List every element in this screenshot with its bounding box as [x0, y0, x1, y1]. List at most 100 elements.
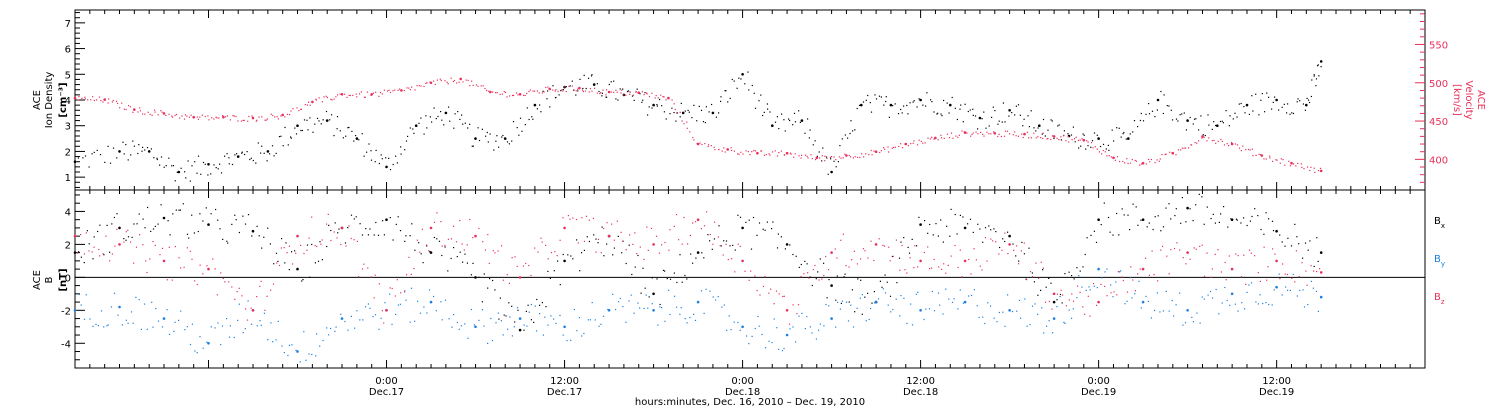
series-by-fill-dot	[868, 318, 870, 321]
series-bx-fill-dot	[1146, 226, 1148, 228]
top-series-fill-dot	[1289, 113, 1291, 115]
series-by-fill-dot	[951, 301, 954, 303]
series-bx-fill-dot	[235, 219, 237, 221]
top-series-fill-dot	[1219, 120, 1222, 123]
top-series-fill-dot	[1229, 115, 1231, 117]
series-bx-fill-dot	[570, 255, 572, 257]
series-by-fill-dot	[453, 314, 455, 316]
top-series-fill-dot	[196, 172, 198, 174]
series-bx-fill-dot	[489, 278, 491, 280]
series-by-fill-dot	[1110, 284, 1112, 286]
top-series-fill-dot	[1009, 133, 1011, 135]
top-series-fill-dot	[926, 92, 928, 94]
series-by-fill-dot	[839, 308, 841, 310]
series-bx-fill-dot	[762, 228, 764, 230]
top-series-fill-dot	[781, 113, 783, 115]
series-by-fill-dot	[1076, 297, 1078, 299]
series-bz-fill-dot	[737, 243, 739, 245]
top-series-fill-dot	[416, 85, 418, 87]
series-by-fill-dot	[130, 311, 133, 313]
series-by-point	[963, 300, 967, 304]
series-bz-fill-dot	[945, 272, 947, 274]
top-series-fill-dot	[197, 155, 200, 157]
top-series-fill-dot	[675, 120, 677, 122]
series-bz-fill-dot	[88, 250, 90, 252]
top-series-fill-dot	[561, 89, 563, 91]
series-by-fill-dot	[448, 318, 450, 320]
series-by-point	[162, 317, 166, 320]
top-series-fill-dot	[208, 119, 210, 121]
series-by-fill-dot	[1004, 325, 1006, 327]
top-series-fill-dot	[966, 132, 968, 134]
series-bx-fill-dot	[1073, 278, 1075, 280]
series-bx-fill-dot	[758, 222, 761, 224]
series-bz-fill-dot	[668, 249, 670, 251]
series-by-fill-dot	[374, 314, 377, 316]
top-series-fill-dot	[1188, 147, 1190, 149]
series-by-fill-dot	[362, 319, 364, 321]
series-bx-fill-dot	[1174, 215, 1176, 217]
series-by-fill-dot	[1211, 297, 1214, 299]
top-series-fill-dot	[962, 121, 964, 123]
series-by-fill-dot	[1068, 309, 1070, 311]
series-bx-fill-dot	[1236, 219, 1238, 221]
top-series-fill-dot	[175, 113, 178, 116]
top-series-fill-dot	[304, 104, 306, 106]
top-series-fill-dot	[512, 94, 514, 97]
series-bx-fill-dot	[1316, 237, 1318, 239]
series-bx-fill-dot	[86, 230, 88, 232]
top-series-fill-dot	[811, 158, 813, 160]
series-bx-fill-dot	[692, 262, 694, 264]
series-bx-fill-dot	[375, 221, 377, 224]
series-bz-fill-dot	[842, 233, 844, 235]
top-series-fill-dot	[133, 145, 135, 147]
top-series-fill-dot	[1028, 137, 1030, 139]
series-by-fill-dot	[1078, 275, 1080, 277]
series-by-fill-dot	[97, 325, 99, 327]
top-series-fill-dot	[292, 108, 294, 110]
top-series-fill-dot	[453, 127, 455, 129]
series-bx-fill-dot	[737, 214, 739, 216]
top-series-fill-dot	[469, 85, 471, 87]
top-series-fill-dot	[336, 116, 339, 118]
top-series-fill-dot	[306, 119, 308, 121]
top-series-velocity-point	[874, 150, 878, 153]
top-series-fill-dot	[423, 133, 425, 135]
series-bx-fill-dot	[1175, 208, 1177, 210]
top-series-fill-dot	[579, 78, 581, 80]
top-series-fill-dot	[156, 158, 158, 161]
series-bz-fill-dot	[639, 246, 641, 248]
top-series-fill-dot	[1244, 112, 1246, 114]
top-series-fill-dot	[897, 113, 900, 115]
series-bz-fill-dot	[567, 215, 569, 217]
series-by-fill-dot	[202, 347, 204, 349]
top-series-density-point	[681, 111, 685, 115]
top-series-fill-dot	[1243, 106, 1245, 108]
series-bx-fill-dot	[1271, 220, 1274, 222]
top-series-fill-dot	[768, 153, 770, 155]
series-bz-fill-dot	[528, 264, 530, 267]
top-series-fill-dot	[165, 165, 167, 167]
top-left-tick-label: 6	[65, 45, 71, 56]
top-series-fill-dot	[1139, 119, 1141, 122]
top-series-fill-dot	[383, 89, 385, 91]
top-series-fill-dot	[702, 121, 705, 123]
top-series-fill-dot	[606, 89, 608, 91]
series-bx-fill-dot	[932, 234, 934, 236]
series-by-fill-dot	[350, 315, 352, 317]
series-by-fill-dot	[354, 327, 356, 329]
series-bx-fill-dot	[347, 227, 349, 229]
top-series-fill-dot	[651, 107, 653, 109]
series-bz-fill-dot	[1137, 273, 1139, 275]
top-series-fill-dot	[1231, 141, 1233, 144]
series-bz-fill-dot	[1060, 289, 1062, 291]
top-series-fill-dot	[366, 151, 368, 153]
top-series-fill-dot	[139, 107, 141, 109]
top-series-fill-dot	[441, 119, 443, 121]
series-bz-fill-dot	[450, 238, 452, 240]
top-series-fill-dot	[684, 110, 686, 112]
top-series-fill-dot	[1058, 139, 1060, 141]
top-series-fill-dot	[847, 137, 849, 139]
top-series-fill-dot	[1156, 109, 1158, 111]
